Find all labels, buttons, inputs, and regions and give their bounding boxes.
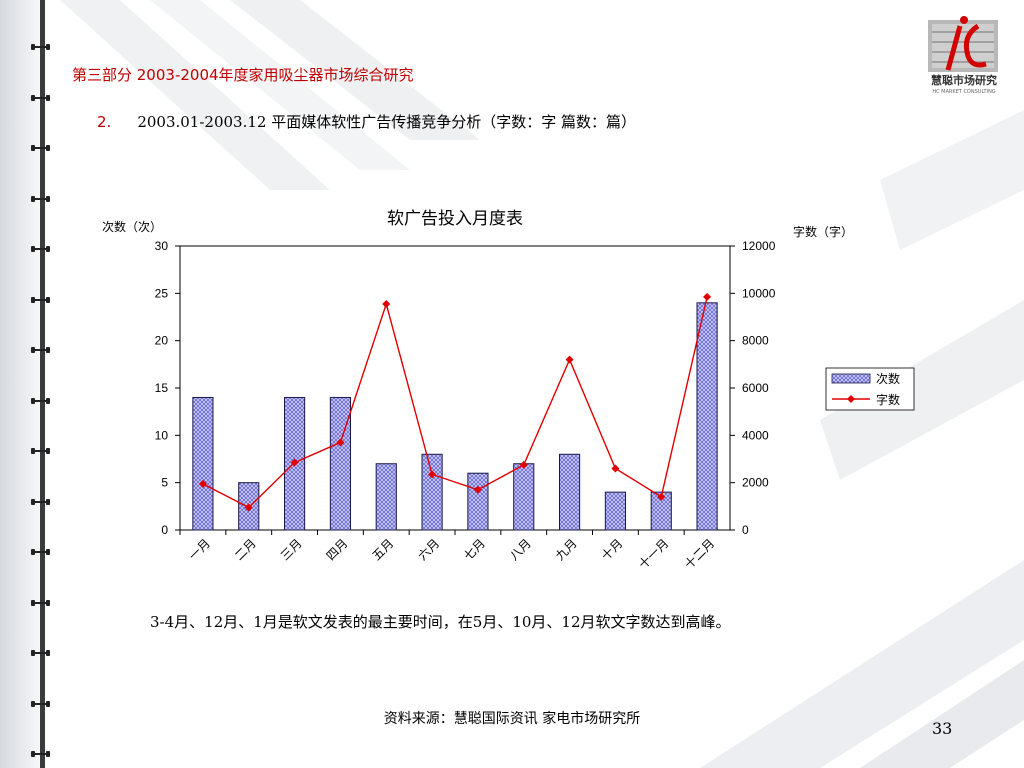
x-tick-label: 六月	[415, 536, 442, 563]
x-tick-label: 九月	[553, 536, 580, 563]
left-axis-label: 次数（次）	[102, 219, 162, 234]
line-point	[336, 438, 345, 447]
right-tick-label: 4000	[742, 428, 769, 442]
bar	[329, 396, 351, 531]
line-point	[611, 464, 620, 473]
bar	[559, 453, 581, 531]
binder-spine	[40, 0, 45, 768]
x-tick-label: 三月	[278, 536, 305, 563]
logo-subtext: HC MARKET CONSULTING	[932, 89, 995, 95]
plot-frame	[179, 245, 731, 531]
line-point	[198, 479, 207, 488]
right-tick-label: 12000	[742, 239, 776, 253]
line-point	[473, 485, 482, 494]
line-point	[703, 292, 712, 301]
x-tick-label: 十一月	[636, 536, 671, 571]
page-number: 33	[932, 719, 953, 738]
line-point	[565, 355, 574, 364]
line-point	[290, 458, 299, 467]
left-tick-label: 25	[155, 286, 169, 300]
company-logo: 慧聪市场研究 HC MARKET CONSULTING	[918, 12, 1010, 96]
binder-ring	[31, 448, 51, 454]
legend-line-marker	[847, 395, 855, 403]
x-tick-label: 七月	[461, 536, 488, 563]
right-axis-label: 字数（字）	[793, 224, 853, 239]
x-tick-label: 五月	[369, 536, 396, 563]
binder-ring	[31, 549, 51, 555]
binder-ring	[31, 397, 51, 404]
legend-label: 字数	[876, 392, 900, 407]
source-note: 资料来源：慧聪国际资讯 家电市场研究所	[383, 711, 641, 727]
right-tick-label: 8000	[742, 334, 769, 348]
bar	[696, 302, 718, 531]
line-point	[382, 299, 391, 308]
binder-ring	[31, 650, 51, 656]
series-line	[202, 296, 708, 509]
binder-ring	[31, 296, 51, 303]
bar	[421, 453, 443, 531]
line-point	[519, 460, 528, 469]
right-tick-label: 0	[742, 523, 749, 537]
x-tick-label: 十二月	[682, 536, 717, 571]
legend-label: 次数	[876, 371, 900, 386]
right-tick-label: 2000	[742, 476, 769, 490]
subtitle-number: 2.	[97, 113, 112, 131]
x-tick-label: 四月	[324, 536, 351, 563]
binder-ring	[31, 347, 51, 353]
bar	[650, 491, 672, 531]
left-tick-label: 30	[155, 239, 169, 253]
left-tick-label: 5	[161, 476, 168, 490]
line-point	[244, 503, 253, 512]
chart-title: 软广告投入月度表	[387, 209, 523, 229]
bar	[604, 491, 626, 531]
x-tick-label: 十月	[599, 536, 626, 563]
bar	[375, 463, 397, 531]
left-tick-label: 0	[161, 523, 168, 537]
binder-ring	[31, 246, 51, 252]
logo-mark-icon: 慧聪市场研究 HC MARKET CONSULTING	[928, 16, 998, 95]
right-tick-label: 10000	[742, 286, 776, 300]
summary-text: 3-4月、12月、1月是软文发表的最主要时间，在5月、10月、12月软文字数达到…	[150, 613, 731, 631]
logo-text: 慧聪市场研究	[931, 73, 997, 87]
binder-ring	[31, 145, 51, 151]
subtitle-text: 2003.01-2003.12 平面媒体软性广告传播竞争分析（字数：字 篇数：篇…	[137, 113, 636, 131]
binder-ring	[31, 599, 51, 606]
left-decoration	[0, 0, 40, 768]
bar	[467, 472, 489, 531]
binder-ring	[31, 94, 51, 101]
x-tick-label: 一月	[186, 536, 213, 563]
left-tick-label: 20	[155, 334, 169, 348]
x-tick-label: 二月	[232, 536, 259, 563]
binder-ring	[31, 44, 51, 50]
right-tick-label: 6000	[742, 381, 769, 395]
legend-bar-swatch	[831, 373, 871, 384]
bar	[192, 396, 214, 531]
section-title: 第三部分 2003-2004年度家用吸尘器市场综合研究	[72, 66, 414, 84]
bar	[513, 463, 535, 531]
binder-ring	[31, 751, 51, 757]
left-tick-label: 15	[155, 381, 169, 395]
line-point	[428, 470, 437, 479]
binder-ring	[31, 498, 51, 505]
x-tick-label: 八月	[507, 536, 534, 563]
binder-ring	[31, 195, 51, 202]
slide-subtitle: 2. 2003.01-2003.12 平面媒体软性广告传播竞争分析（字数：字 篇数…	[97, 111, 636, 132]
left-tick-label: 10	[155, 428, 169, 442]
binder-ring	[31, 700, 51, 707]
line-point	[657, 492, 666, 501]
